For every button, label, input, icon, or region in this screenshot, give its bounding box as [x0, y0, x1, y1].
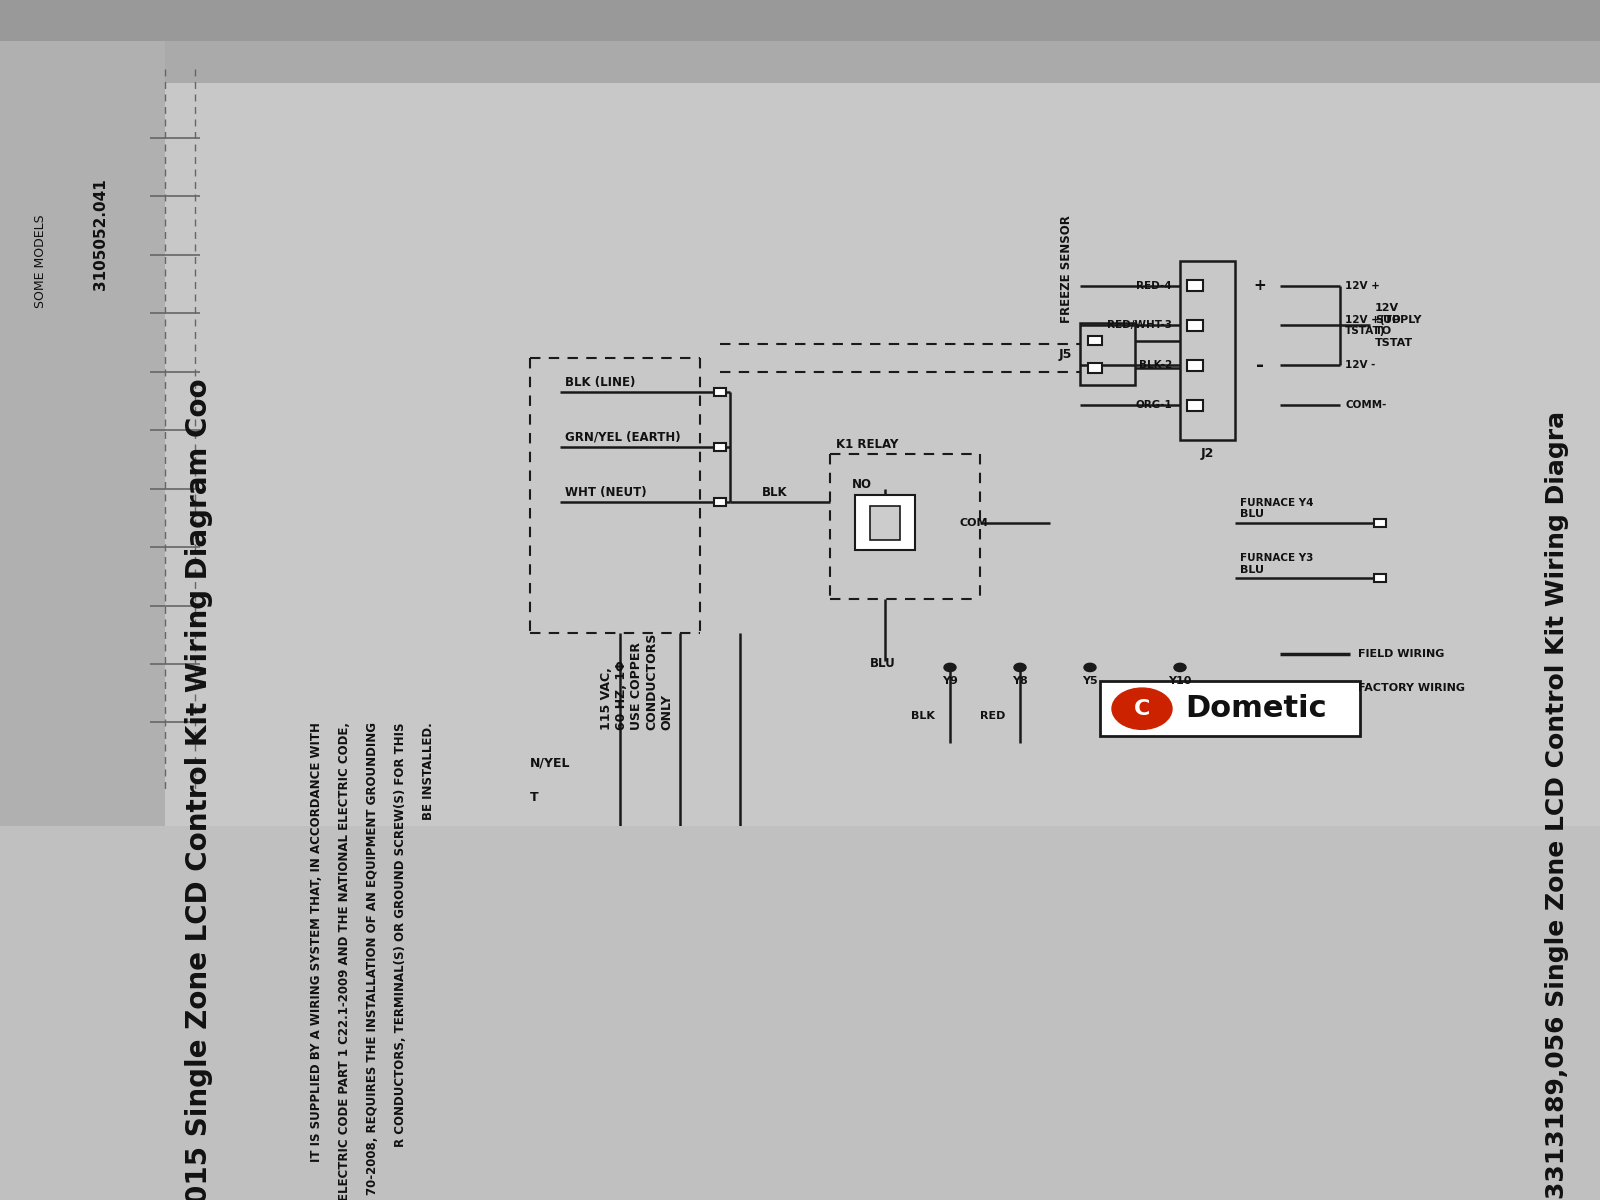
Text: 115 VAC,
60 HZ, 1Φ
USE COPPER
CONDUCTORS
ONLY: 115 VAC, 60 HZ, 1Φ USE COPPER CONDUCTORS…: [600, 634, 674, 731]
Bar: [1181, 262, 1235, 440]
Bar: [1187, 320, 1203, 331]
Text: 12V +: 12V +: [1346, 281, 1379, 290]
Text: 12V -: 12V -: [1346, 360, 1376, 371]
Bar: [714, 498, 726, 506]
Text: -: -: [1256, 356, 1264, 374]
Text: SOME MODELS: SOME MODELS: [34, 215, 46, 308]
Text: GRN/YEL (EARTH): GRN/YEL (EARTH): [565, 431, 680, 444]
Circle shape: [1112, 688, 1171, 730]
Text: RED/WHT-3: RED/WHT-3: [1107, 320, 1171, 330]
Text: FURNACE Y3: FURNACE Y3: [1240, 553, 1314, 563]
Text: Y8: Y8: [1013, 676, 1027, 685]
Text: Dometic: Dometic: [1186, 695, 1326, 724]
Text: BLK: BLK: [910, 710, 934, 720]
Bar: [1088, 336, 1102, 346]
Text: Y9: Y9: [942, 676, 958, 685]
Text: ELECTRIC CODE PART 1 C22.1-2009 AND THE NATIONAL ELECTRIC CODE,: ELECTRIC CODE PART 1 C22.1-2009 AND THE …: [338, 722, 350, 1200]
Text: FURNACE Y4: FURNACE Y4: [1240, 498, 1314, 508]
Text: R CONDUCTORS, TERMINAL(S) OR GROUND SCREW(S) FOR THIS: R CONDUCTORS, TERMINAL(S) OR GROUND SCRE…: [394, 722, 406, 1147]
Bar: [0, 0, 165, 826]
Circle shape: [1174, 664, 1186, 672]
Text: BLK (LINE): BLK (LINE): [565, 376, 635, 389]
Bar: [714, 388, 726, 396]
Text: 12V
SUPPLY
TO
TSTAT: 12V SUPPLY TO TSTAT: [1374, 304, 1421, 348]
Text: 015 Single Zone LCD Control Kit Wiring Diagram Coo: 015 Single Zone LCD Control Kit Wiring D…: [186, 378, 213, 1200]
Text: J2: J2: [1200, 448, 1214, 461]
Bar: [1088, 364, 1102, 373]
Bar: [870, 505, 899, 540]
Text: BLK: BLK: [762, 486, 787, 499]
Text: COMM-: COMM-: [1346, 401, 1386, 410]
Text: +: +: [1254, 278, 1266, 293]
Text: FACTORY WIRING: FACTORY WIRING: [1358, 683, 1466, 694]
Text: T: T: [530, 791, 539, 804]
Bar: [0, 0, 1600, 83]
Bar: [1374, 574, 1386, 582]
Text: IT IS SUPPLIED BY A WIRING SYSTEM THAT, IN ACCORDANCE WITH: IT IS SUPPLIED BY A WIRING SYSTEM THAT, …: [310, 722, 323, 1163]
Bar: [1080, 323, 1134, 385]
Text: RED: RED: [979, 710, 1005, 720]
Bar: [1187, 400, 1203, 410]
Text: NO: NO: [851, 479, 872, 491]
Text: J5: J5: [1059, 348, 1072, 361]
Text: COM: COM: [960, 518, 989, 528]
Bar: [1187, 280, 1203, 292]
Text: Y5: Y5: [1082, 676, 1098, 685]
Bar: [1374, 518, 1386, 527]
Text: N/YEL: N/YEL: [530, 757, 571, 770]
Text: BLU: BLU: [1240, 564, 1264, 575]
Bar: [854, 496, 915, 551]
Bar: [0, 0, 1600, 41]
Bar: [1101, 682, 1360, 737]
Text: 3105052.041: 3105052.041: [93, 178, 107, 290]
Text: BLU: BLU: [870, 658, 896, 670]
Text: ORG-1: ORG-1: [1136, 401, 1171, 410]
Text: K1 RELAY: K1 RELAY: [835, 438, 898, 451]
Text: Y10: Y10: [1168, 676, 1192, 685]
Text: BLU: BLU: [1240, 510, 1264, 520]
Text: 70-2008, REQUIRES THE INSTALLATION OF AN EQUIPMENT GROUNDING: 70-2008, REQUIRES THE INSTALLATION OF AN…: [366, 722, 379, 1195]
Text: BE INSTALLED.: BE INSTALLED.: [422, 722, 435, 821]
Text: FIELD WIRING: FIELD WIRING: [1358, 649, 1445, 659]
Text: FREEZE SENSOR: FREEZE SENSOR: [1059, 216, 1074, 323]
Circle shape: [944, 664, 957, 672]
Text: 3313189,056 Single Zone LCD Control Kit Wiring Diagra: 3313189,056 Single Zone LCD Control Kit …: [1546, 410, 1570, 1199]
Circle shape: [1085, 664, 1096, 672]
Text: RED-4: RED-4: [1136, 281, 1171, 290]
Text: C: C: [1134, 698, 1150, 719]
Text: BLK-2: BLK-2: [1139, 360, 1171, 371]
Circle shape: [1014, 664, 1026, 672]
Text: 12V +(TO
TSTAT): 12V +(TO TSTAT): [1346, 314, 1400, 336]
Bar: [714, 443, 726, 451]
Bar: [1187, 360, 1203, 371]
Text: WHT (NEUT): WHT (NEUT): [565, 486, 646, 499]
